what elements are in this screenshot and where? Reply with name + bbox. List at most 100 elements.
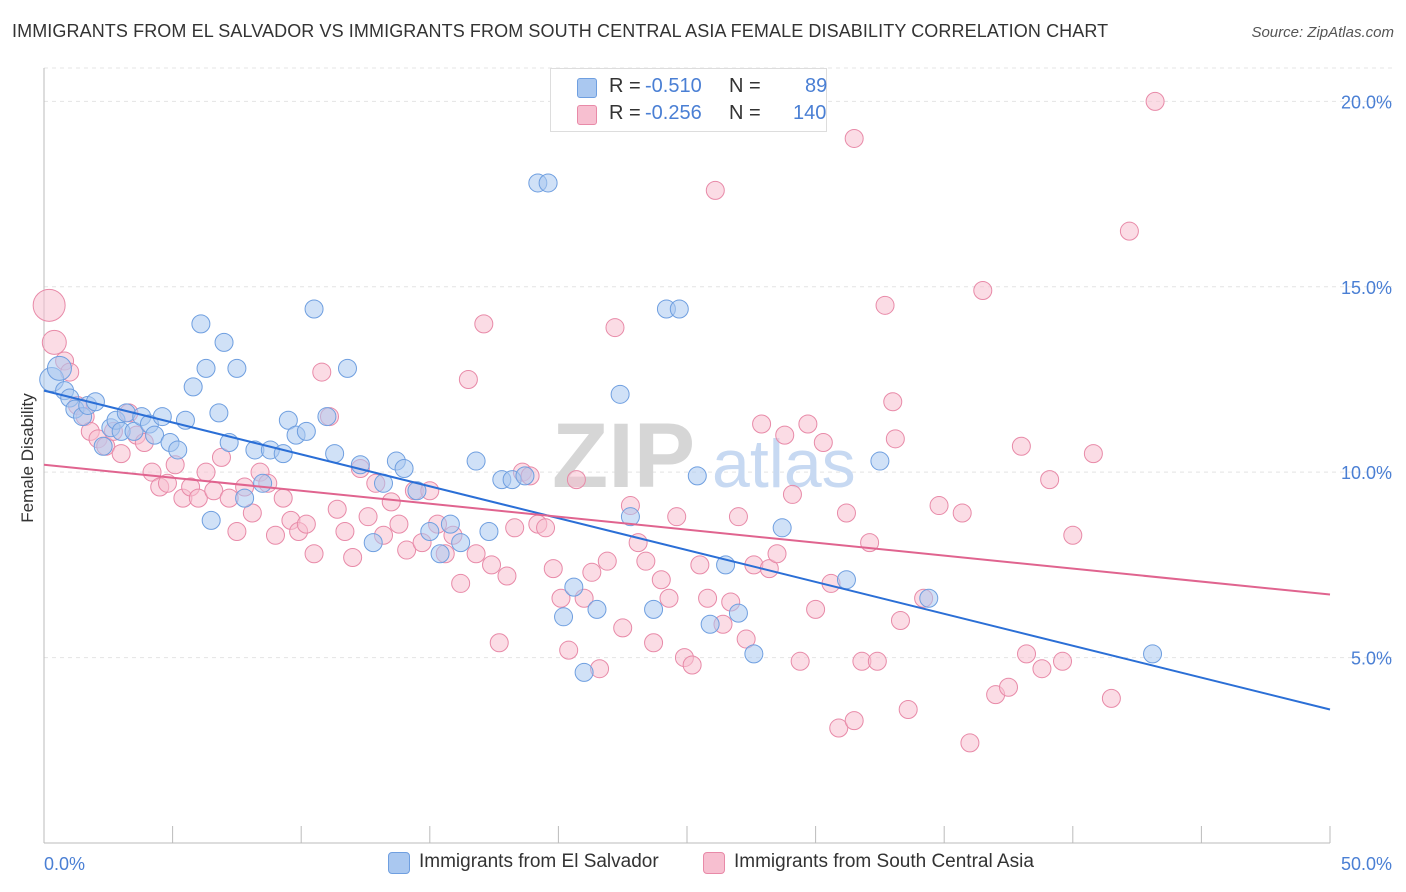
data-point [919, 588, 939, 608]
data-point [273, 488, 293, 508]
data-point [700, 614, 720, 634]
data-point [358, 507, 378, 527]
legend-r-label: R = [609, 75, 641, 97]
data-point [644, 633, 664, 653]
data-point [744, 644, 764, 664]
data-point [813, 433, 833, 453]
data-point [214, 332, 234, 352]
data-point [566, 470, 586, 490]
data-point [304, 299, 324, 319]
data-point [767, 544, 787, 564]
data-point [420, 522, 440, 542]
data-point [870, 451, 890, 471]
data-point [327, 499, 347, 519]
data-point [381, 492, 401, 512]
data-point [304, 544, 324, 564]
data-point [690, 555, 710, 575]
legend-n-value: 89 [805, 75, 828, 97]
data-point [836, 503, 856, 523]
data-point [698, 588, 718, 608]
y-axis-label: Female Disability [18, 393, 37, 523]
data-point [736, 629, 756, 649]
x-tick-label: 0.0% [44, 854, 85, 874]
data-point [752, 414, 772, 434]
data-point [844, 128, 864, 148]
data-point [772, 518, 792, 538]
data-point [551, 588, 571, 608]
data-point [474, 314, 494, 334]
data-point [191, 314, 211, 334]
legend-swatch-pink [577, 105, 597, 125]
data-point [728, 603, 748, 623]
axes [43, 68, 1331, 844]
data-point [152, 407, 172, 427]
data-point [659, 588, 679, 608]
y-tick-labels: 5.0% 10.0% 15.0% 20.0% [1341, 92, 1392, 668]
data-point [397, 540, 417, 560]
data-point [312, 362, 332, 382]
data-point [227, 522, 247, 542]
bottom-legend-label: Immigrants from South Central Asia [734, 851, 1034, 872]
data-point [188, 488, 208, 508]
data-point [489, 633, 509, 653]
data-point [1032, 659, 1052, 679]
data-point [124, 421, 144, 441]
data-point [929, 496, 949, 516]
chart-source: Source: ZipAtlas.com [1251, 24, 1394, 41]
data-point [466, 544, 486, 564]
legend-n-label: N = [729, 75, 761, 97]
data-point [209, 403, 229, 423]
data-point [973, 280, 993, 300]
data-point [574, 662, 594, 682]
data-point [93, 436, 113, 456]
data-point [363, 533, 383, 553]
data-point [867, 651, 887, 671]
data-point [806, 599, 826, 619]
data-point [651, 570, 671, 590]
data-point [458, 369, 478, 389]
bottom-legend-swatch-blue [388, 852, 410, 874]
data-point [669, 299, 689, 319]
data-point [687, 466, 707, 486]
data-point [829, 718, 849, 738]
data-point [885, 429, 905, 449]
data-point [46, 355, 72, 381]
data-point [183, 377, 203, 397]
data-point [32, 288, 66, 322]
data-point [790, 651, 810, 671]
legend-n-value: 140 [793, 102, 827, 124]
legend-r-value: -0.256 [645, 102, 702, 124]
data-point [1040, 470, 1060, 490]
data-point [610, 384, 630, 404]
correlation-legend: R = -0.510 N = 89 R = -0.256 N = 140 [550, 68, 827, 132]
bottom-legend-label: Immigrants from El Salvador [419, 851, 659, 872]
data-point [644, 599, 664, 619]
data-point [1101, 688, 1121, 708]
trend-line-south-central-asia [43, 463, 1331, 596]
data-point [559, 640, 579, 660]
data-point [394, 458, 414, 478]
bottom-legend-swatch-pink [703, 852, 725, 874]
data-point [451, 573, 471, 593]
data-point [265, 525, 285, 545]
data-point [497, 566, 517, 586]
data-point [168, 440, 188, 460]
data-point [782, 484, 802, 504]
data-point [201, 510, 221, 530]
trend-lines [43, 389, 1331, 711]
y-tick-label: 15.0% [1341, 278, 1392, 298]
data-point [582, 562, 602, 582]
data-point [1119, 221, 1139, 241]
data-point [952, 503, 972, 523]
x-tick-label: 50.0% [1341, 854, 1392, 874]
data-point [451, 533, 471, 553]
y-tick-label: 5.0% [1351, 649, 1392, 669]
data-point [1143, 644, 1163, 664]
data-point [613, 618, 633, 638]
data-point [775, 425, 795, 445]
data-point [999, 677, 1018, 697]
data-point [543, 559, 563, 579]
data-point [1053, 651, 1073, 671]
data-point [482, 555, 502, 575]
